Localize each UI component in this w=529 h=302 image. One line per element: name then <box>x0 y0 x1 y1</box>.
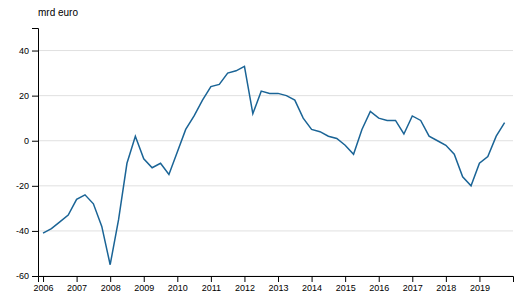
tick-label: 2014 <box>302 283 322 293</box>
plot: 2006 2007 2008 2009 2010 2011 2012 2013 2014 2015… <box>16 29 514 294</box>
tick: 2015 <box>336 276 356 293</box>
line <box>43 66 505 264</box>
tick-mark <box>77 276 78 282</box>
tick-mark <box>312 276 313 282</box>
tick: 2012 <box>235 276 255 293</box>
tick: 40 <box>19 46 38 56</box>
y-axis: -60 -40 -20 0 20 40 <box>16 29 39 282</box>
tick: 2011 <box>202 276 221 293</box>
axis-line <box>39 277 514 283</box>
y-grid <box>38 51 513 276</box>
tick-mark <box>32 51 38 52</box>
tick-mark <box>144 276 145 282</box>
tick: 2009 <box>134 276 154 293</box>
tick-mark <box>32 231 38 232</box>
x-axis: 2006 2007 2008 2009 2010 2011 2012 2013 2014 2015… <box>34 276 514 293</box>
tick-mark <box>32 141 38 142</box>
tick-mark <box>211 276 212 282</box>
chart: 2006 2007 2008 2009 2010 2011 2012 2013 2014 2015… <box>0 0 529 302</box>
tick-label: 2010 <box>168 283 188 293</box>
tick-mark <box>479 276 480 282</box>
y-label: mrd euro <box>38 7 78 18</box>
tick-mark <box>446 276 447 282</box>
tick-label: 20 <box>19 91 29 101</box>
tick-mark <box>412 276 413 282</box>
tick-label: 2019 <box>470 283 490 293</box>
grid-line <box>38 185 513 186</box>
tick-label: -40 <box>16 226 29 236</box>
tick-label: -20 <box>16 181 29 191</box>
tick: 2018 <box>436 276 456 293</box>
tick: -20 <box>16 181 38 191</box>
tick: 2008 <box>101 276 121 293</box>
tick-label: 2018 <box>436 283 456 293</box>
tick-label: 2015 <box>336 283 356 293</box>
marks <box>43 66 505 264</box>
tick: 0 <box>24 136 38 146</box>
tick-mark <box>345 276 346 282</box>
tick-mark <box>43 276 44 282</box>
tick-label: 2007 <box>67 283 87 293</box>
tick-mark <box>278 276 279 282</box>
tick: 2014 <box>302 276 322 293</box>
tick-label: 2006 <box>34 283 54 293</box>
grid-line <box>38 95 513 96</box>
tick: 2006 <box>34 276 54 293</box>
tick-mark <box>32 276 38 277</box>
grid-line <box>38 50 513 51</box>
tick-mark <box>32 186 38 187</box>
tick-label: -60 <box>16 271 29 281</box>
tick: 2010 <box>168 276 188 293</box>
tick-label: 40 <box>19 46 29 56</box>
tick-label: 2009 <box>134 283 154 293</box>
axis-line <box>32 29 39 277</box>
tick-label: 2008 <box>101 283 121 293</box>
tick-label: 2016 <box>369 283 389 293</box>
tick-label: 2013 <box>269 283 289 293</box>
tick-mark <box>244 276 245 282</box>
tick-mark <box>110 276 111 282</box>
grid-line <box>38 230 513 231</box>
tick-mark <box>177 276 178 282</box>
tick-label: 2011 <box>202 283 221 293</box>
tick: 2007 <box>67 276 87 293</box>
tick: -40 <box>16 226 38 236</box>
tick: 20 <box>19 91 38 101</box>
tick-label: 0 <box>24 136 29 146</box>
tick: 2017 <box>403 276 423 293</box>
tick: 2016 <box>369 276 389 293</box>
tick: -60 <box>16 271 38 281</box>
tick-label: 2012 <box>235 283 255 293</box>
grid-line <box>38 140 513 141</box>
tick-mark <box>379 276 380 282</box>
tick-label: 2017 <box>403 283 423 293</box>
tick-mark <box>32 96 38 97</box>
tick: 2013 <box>269 276 289 293</box>
tick: 2019 <box>470 276 490 293</box>
